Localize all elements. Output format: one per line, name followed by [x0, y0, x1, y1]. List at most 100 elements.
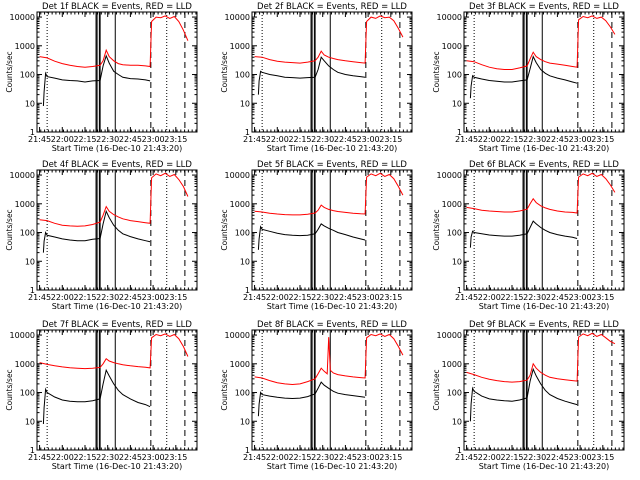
x-tick-label: 22:45 [546, 453, 569, 462]
y-tick-label: 1 [30, 446, 35, 455]
x-axis-label: Start Time (16-Dec-10 21:43:20) [267, 144, 398, 153]
x-tick-label: 21:45 [455, 293, 478, 302]
y-tick-label: 10 [452, 417, 462, 426]
events-rate-line [469, 367, 578, 422]
lld-rate-line [254, 172, 404, 216]
panel-title: Det 7f BLACK = Events, RED = LLD [42, 320, 192, 330]
events-rate-line [42, 54, 151, 107]
y-axis-label: Counts/sec [220, 51, 229, 92]
panel-title: Det 9f BLACK = Events, RED = LLD [469, 320, 619, 330]
y-tick-label: 10000 [437, 13, 462, 22]
y-tick-label: 1000 [230, 42, 250, 51]
detector-panel: Det 9f BLACK = Events, RED = LLD 1 10 100 10… [432, 320, 625, 471]
x-tick-label: 22:30 [311, 135, 334, 144]
panel-frame [36, 169, 198, 291]
y-tick-label: 10000 [225, 171, 250, 180]
y-tick-label: 1 [245, 446, 250, 455]
panel-title: Det 1f BLACK = Events, RED = LLD [42, 2, 192, 12]
x-tick-label: 22:15 [288, 453, 311, 462]
lld-rate-line [254, 333, 404, 386]
x-tick-label: 22:00 [478, 293, 501, 302]
panel-frame [463, 329, 625, 451]
y-tick-label: 1000 [230, 200, 250, 209]
events-rate-line [257, 381, 366, 417]
y-tick-label: 100 [20, 71, 35, 80]
x-tick-label: 21:45 [455, 453, 478, 462]
y-tick-label: 100 [447, 71, 462, 80]
events-rate-line [42, 209, 151, 253]
x-axis-label: Start Time (16-Dec-10 21:43:20) [52, 144, 183, 153]
x-tick-label: 21:45 [243, 135, 266, 144]
panel-title: Det 4f BLACK = Events, RED = LLD [42, 160, 192, 170]
y-tick-label: 1 [457, 128, 462, 137]
x-tick-label: 23:15 [164, 453, 187, 462]
series-group [254, 172, 404, 250]
x-tick-label: 21:45 [28, 135, 51, 144]
y-tick-label: 1000 [15, 360, 35, 369]
x-tick-label: 22:45 [334, 293, 357, 302]
y-tick-label: 100 [235, 71, 250, 80]
y-tick-label: 10 [25, 417, 35, 426]
x-tick-label: 21:45 [243, 293, 266, 302]
x-axis-label: Start Time (16-Dec-10 21:43:20) [479, 302, 610, 311]
panel-frame [251, 329, 413, 451]
x-tick-label: 22:30 [523, 135, 546, 144]
series-group [254, 15, 404, 95]
x-tick-label: 22:30 [96, 453, 119, 462]
y-tick-label: 10000 [225, 13, 250, 22]
y-tick-label: 1 [245, 128, 250, 137]
x-tick-label: 23:15 [591, 135, 614, 144]
x-tick-label: 22:00 [51, 135, 74, 144]
x-tick-label: 22:45 [546, 135, 569, 144]
x-tick-label: 21:45 [28, 293, 51, 302]
panel-title: Det 5f BLACK = Events, RED = LLD [257, 160, 407, 170]
x-tick-label: 22:30 [523, 453, 546, 462]
lld-rate-line [466, 332, 616, 383]
x-tick-label: 23:15 [379, 293, 402, 302]
panel-frame [36, 11, 198, 133]
detector-panel: Det 8f BLACK = Events, RED = LLD 1 10 100 10… [220, 320, 413, 471]
x-tick-label: 22:30 [311, 453, 334, 462]
x-tick-label: 23:00 [357, 293, 380, 302]
y-tick-label: 10000 [225, 331, 250, 340]
x-tick-label: 22:45 [119, 135, 142, 144]
x-tick-label: 22:00 [266, 135, 289, 144]
y-tick-label: 1 [245, 286, 250, 295]
y-tick-label: 1000 [230, 360, 250, 369]
series-group [466, 15, 616, 99]
series-group [39, 15, 189, 107]
y-tick-label: 1000 [442, 42, 462, 51]
lld-rate-line [466, 15, 616, 70]
detector-panel: Det 1f BLACK = Events, RED = LLD 1 10 100 10… [5, 2, 198, 153]
y-axis-label: Counts/sec [5, 51, 14, 92]
x-axis-label: Start Time (16-Dec-10 21:43:20) [267, 302, 398, 311]
series-group [466, 172, 616, 248]
x-tick-label: 23:15 [164, 135, 187, 144]
panel-title: Det 2f BLACK = Events, RED = LLD [257, 2, 407, 12]
y-axis-label: Counts/sec [5, 369, 14, 410]
y-tick-label: 1000 [15, 42, 35, 51]
events-rate-line [257, 56, 366, 95]
lld-rate-line [254, 15, 404, 64]
x-tick-label: 22:15 [73, 293, 96, 302]
x-tick-label: 22:15 [500, 135, 523, 144]
y-tick-label: 100 [447, 229, 462, 238]
x-tick-label: 22:45 [334, 135, 357, 144]
x-axis-label: Start Time (16-Dec-10 21:43:20) [479, 462, 610, 471]
lld-rate-line [39, 15, 189, 68]
y-tick-label: 10 [452, 99, 462, 108]
y-tick-label: 10 [25, 257, 35, 266]
x-tick-label: 22:15 [500, 293, 523, 302]
x-tick-label: 23:15 [379, 135, 402, 144]
y-tick-label: 10000 [437, 171, 462, 180]
x-tick-label: 23:15 [379, 453, 402, 462]
panel-title: Det 6f BLACK = Events, RED = LLD [469, 160, 619, 170]
y-axis-label: Counts/sec [432, 209, 441, 250]
detector-panel: Det 7f BLACK = Events, RED = LLD 1 10 100 10… [5, 320, 198, 471]
detector-panel: Det 2f BLACK = Events, RED = LLD 1 10 100 10… [220, 2, 413, 153]
x-tick-label: 22:00 [478, 135, 501, 144]
x-tick-label: 23:00 [142, 293, 165, 302]
y-tick-label: 10 [452, 257, 462, 266]
y-axis-label: Counts/sec [220, 209, 229, 250]
